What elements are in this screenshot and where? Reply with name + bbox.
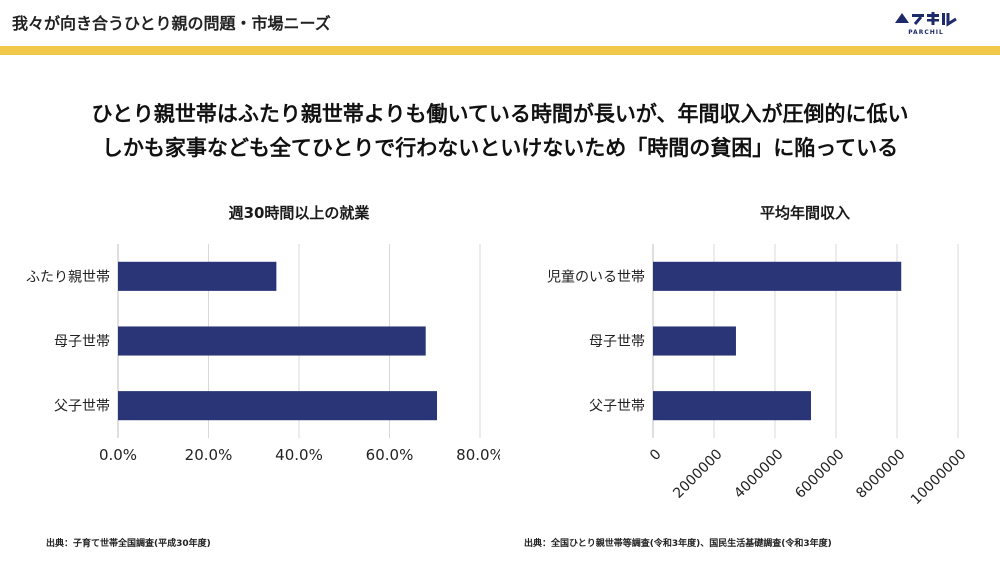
bar <box>118 326 426 356</box>
tick-label: 0 <box>647 446 665 464</box>
chart-title: 週30時間以上の就業 <box>228 204 370 222</box>
tick-label: 6000000 <box>792 446 847 501</box>
employment-chart: 週30時間以上の就業 ふたり親世帯母子世帯父子世帯 0.0% 20.0% 40.0% 6… <box>0 196 500 496</box>
headline-line-1: ひとり親世帯はふたり親世帯よりも働いている時間が長いが、年間収入が圧倒的に低い <box>91 102 909 126</box>
brand-logo: PARCHIL <box>893 9 959 39</box>
headline-line-2: しかも家事なども全てひとりで行わないといけないため「時間の貧困」に陥っている <box>101 136 899 160</box>
category-label: ふたり親世帯 <box>26 269 110 285</box>
tick-label: 0.0% <box>99 446 137 464</box>
source-note-left: 出典：子育て世帯全国調査(平成30年度) <box>46 539 211 549</box>
brand-subtitle: PARCHIL <box>908 29 944 36</box>
tick-label: 20.0% <box>185 446 233 464</box>
tick-label: 60.0% <box>366 446 414 464</box>
source-note-right: 出典：全国ひとり親世帯等調査(令和3年度)、国民生活基礎調査(令和3年度) <box>524 539 832 549</box>
category-label: 父子世帯 <box>589 399 645 415</box>
category-label: 母子世帯 <box>54 334 110 350</box>
chart-title: 平均年間収入 <box>759 204 850 222</box>
headline: ひとり親世帯はふたり親世帯よりも働いている時間が長いが、年間収入が圧倒的に低い … <box>0 97 1000 165</box>
category-label: 児童のいる世帯 <box>547 268 645 285</box>
bar <box>653 391 811 421</box>
tick-label: 40.0% <box>275 446 323 464</box>
income-chart: 平均年間収入 児童のいる世帯母子世帯父子世帯 0 2000000 4000000 600… <box>500 196 1000 508</box>
bar <box>653 261 902 291</box>
category-label: 父子世帯 <box>54 399 110 415</box>
tick-label: 2000000 <box>670 446 725 501</box>
tick-label: 4000000 <box>731 446 786 501</box>
bar <box>118 261 277 291</box>
tick-label: 10000000 <box>908 446 970 508</box>
bar <box>653 326 736 356</box>
bar <box>118 391 438 421</box>
page-header-title: 我々が向き合うひとり親の問題・市場ニーズ <box>12 14 331 33</box>
category-label: 母子世帯 <box>589 334 645 350</box>
tick-label: 80.0% <box>456 446 500 464</box>
parchil-logo-icon <box>895 12 957 27</box>
accent-bar <box>0 46 1000 55</box>
tick-label: 8000000 <box>853 446 908 501</box>
